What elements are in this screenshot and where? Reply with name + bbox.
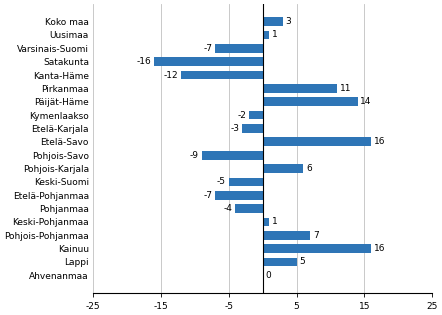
Bar xyxy=(263,258,297,266)
Bar xyxy=(229,178,263,186)
Text: -9: -9 xyxy=(190,151,199,160)
Text: 16: 16 xyxy=(374,244,385,253)
Bar xyxy=(263,244,371,253)
Text: -7: -7 xyxy=(203,191,213,200)
Bar xyxy=(263,17,283,26)
Text: 16: 16 xyxy=(374,137,385,146)
Text: 14: 14 xyxy=(360,97,372,106)
Bar xyxy=(263,137,371,146)
Bar xyxy=(202,151,263,159)
Bar xyxy=(263,84,337,93)
Text: -5: -5 xyxy=(217,177,226,186)
Text: 11: 11 xyxy=(340,84,351,93)
Text: 5: 5 xyxy=(299,257,305,266)
Bar xyxy=(263,164,303,173)
Bar xyxy=(242,124,263,133)
Bar xyxy=(181,71,263,79)
Text: 3: 3 xyxy=(286,17,291,26)
Bar xyxy=(215,191,263,200)
Text: -3: -3 xyxy=(231,124,240,133)
Text: 0: 0 xyxy=(265,271,271,280)
Bar xyxy=(249,111,263,119)
Text: -12: -12 xyxy=(164,71,179,80)
Bar xyxy=(154,57,263,66)
Text: 1: 1 xyxy=(272,31,278,39)
Bar xyxy=(236,204,263,213)
Bar xyxy=(263,97,358,106)
Text: 6: 6 xyxy=(306,164,312,173)
Text: -4: -4 xyxy=(224,204,233,213)
Bar xyxy=(215,44,263,53)
Bar xyxy=(263,31,269,39)
Text: 7: 7 xyxy=(313,231,319,240)
Text: 1: 1 xyxy=(272,217,278,226)
Bar xyxy=(263,231,310,240)
Text: -7: -7 xyxy=(203,44,213,53)
Bar xyxy=(263,218,269,226)
Text: -16: -16 xyxy=(137,57,152,66)
Text: -2: -2 xyxy=(237,111,246,120)
